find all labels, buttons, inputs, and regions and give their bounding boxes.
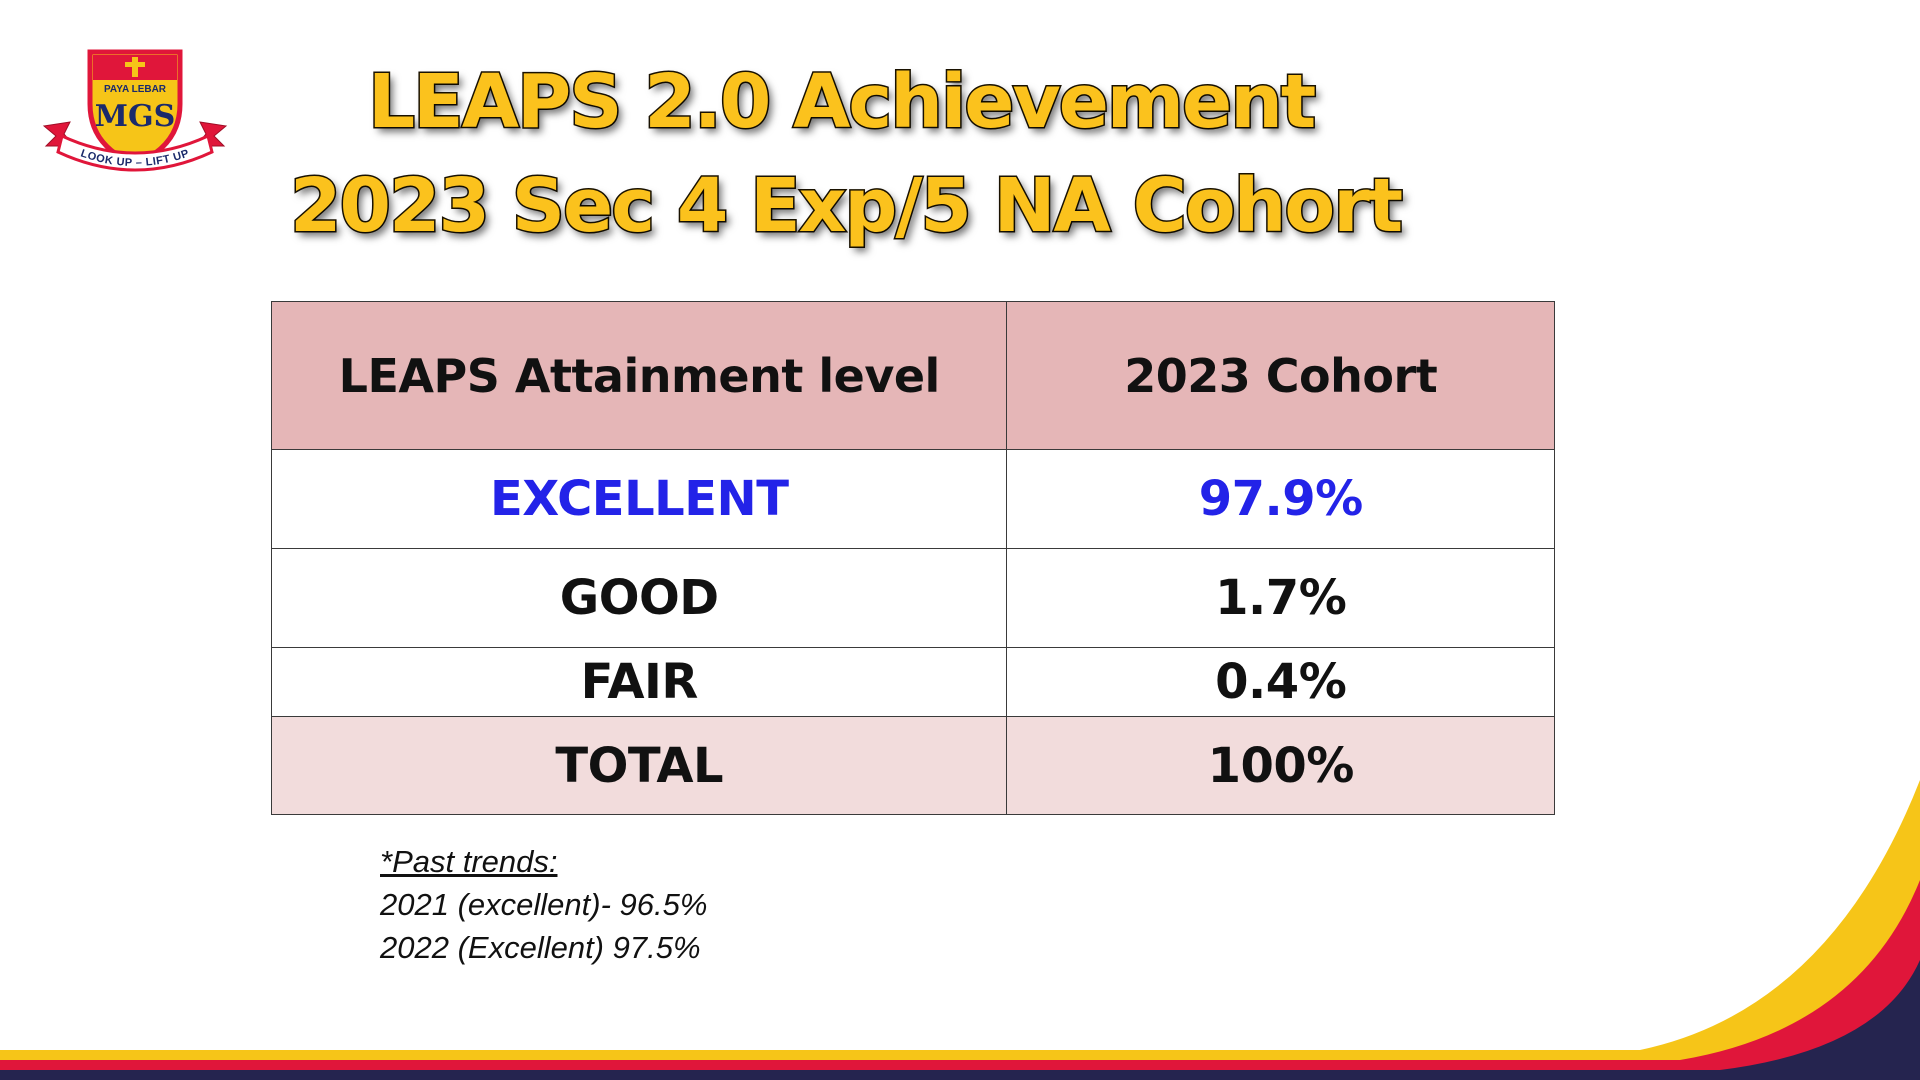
swoosh-navy-band <box>0 960 1920 1080</box>
value-cell: 100% <box>1006 716 1555 815</box>
header-cohort: 2023 Cohort <box>1006 301 1555 450</box>
note-line: 2021 (excellent)- 96.5% <box>380 887 708 922</box>
swoosh-yellow-band <box>0 780 1920 1080</box>
title-line-2: 2023 Sec 4 Exp/5 NA Cohort <box>289 162 1405 251</box>
level-cell: EXCELLENT <box>270 449 1008 549</box>
value-cell: 97.9% <box>1006 449 1555 549</box>
value-cell: 1.7% <box>1006 548 1555 648</box>
table-row-excellent: EXCELLENT 97.9% <box>270 449 1555 549</box>
crest-initials: MGS <box>95 99 176 134</box>
attainment-table: LEAPS Attainment level 2023 Cohort EXCEL… <box>270 301 1555 815</box>
value-cell: 0.4% <box>1006 647 1555 717</box>
crest-school-name: PAYA LEBAR <box>104 84 167 95</box>
level-cell: TOTAL <box>270 716 1008 815</box>
level-cell: GOOD <box>270 548 1008 648</box>
school-crest-logo: PAYA LEBAR MGS LOOK UP – LIFT UP <box>42 49 228 172</box>
table-row-good: GOOD 1.7% <box>270 548 1555 648</box>
slide-title: LEAPS 2.0 Achievement 2023 Sec 4 Exp/5 N… <box>280 50 1405 258</box>
swoosh-red-band <box>0 880 1920 1080</box>
table-header-row: LEAPS Attainment level 2023 Cohort <box>270 301 1555 450</box>
table-row-total: TOTAL 100% <box>270 716 1555 815</box>
header-attainment-level: LEAPS Attainment level <box>270 301 1008 450</box>
notes-heading: *Past trends: <box>380 844 558 879</box>
title-line-1: LEAPS 2.0 Achievement <box>367 58 1318 147</box>
note-line: 2022 (Excellent) 97.5% <box>380 930 701 965</box>
level-cell: FAIR <box>270 647 1008 717</box>
table-row-fair: FAIR 0.4% <box>270 647 1555 717</box>
past-trends-notes: *Past trends: 2021 (excellent)- 96.5% 20… <box>380 840 707 969</box>
